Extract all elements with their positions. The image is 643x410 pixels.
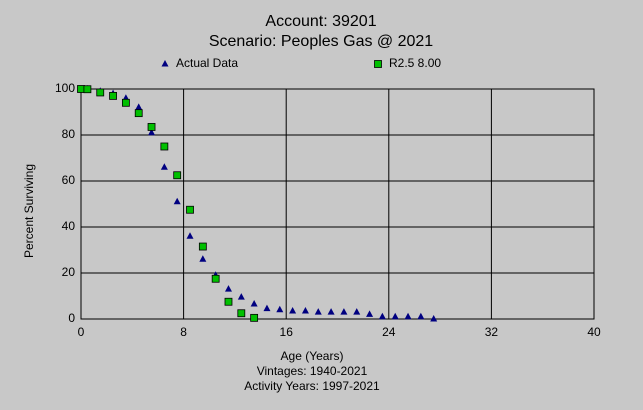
- data-point: [378, 312, 386, 320]
- x-tick-label: 0: [78, 325, 85, 339]
- data-point: [276, 305, 284, 313]
- x-tick-label: 40: [587, 325, 601, 339]
- data-point: [147, 123, 156, 131]
- x-tick-label: 16: [280, 325, 294, 339]
- y-tick-label: 20: [62, 265, 76, 279]
- y-tick-label: 100: [55, 81, 75, 95]
- plot-border: [80, 88, 595, 320]
- data-point: [134, 109, 143, 118]
- data-point: [173, 197, 181, 205]
- data-point: [77, 85, 85, 93]
- y-axis-label: Percent Surviving: [22, 164, 36, 258]
- data-point: [250, 300, 258, 307]
- data-point: [109, 92, 117, 100]
- x-axis-label: Age (Years): [281, 349, 344, 363]
- data-point: [186, 205, 194, 214]
- y-tick-label: 80: [62, 127, 76, 141]
- data-point: [224, 297, 233, 306]
- note: Activity Years: 1997-2021: [244, 379, 380, 393]
- data-point: [160, 142, 169, 151]
- data-point: [198, 242, 207, 251]
- data-point: [83, 85, 92, 94]
- data-point: [327, 308, 335, 315]
- chart-subtitle: Scenario: Peoples Gas @ 2021: [209, 33, 433, 50]
- data-point: [404, 312, 412, 320]
- legend-marker: [161, 60, 169, 67]
- data-point: [237, 293, 245, 300]
- data-point: [430, 315, 438, 322]
- legend-label: R2.5 8.00: [389, 56, 441, 70]
- y-tick-label: 40: [62, 219, 76, 233]
- data-point: [289, 306, 297, 314]
- data-point: [237, 309, 246, 318]
- data-point: [263, 304, 271, 312]
- data-point: [391, 312, 399, 320]
- x-tick-label: 32: [485, 325, 499, 339]
- data-point: [366, 310, 374, 317]
- data-point: [96, 88, 105, 97]
- legend-label: Actual Data: [176, 56, 238, 70]
- data-point: [417, 312, 425, 320]
- x-tick-label: 24: [382, 325, 396, 339]
- y-tick-label: 0: [68, 311, 75, 325]
- data-point: [135, 103, 143, 110]
- data-point: [340, 308, 348, 315]
- data-point: [301, 306, 309, 314]
- data-point: [199, 255, 207, 262]
- data-point: [314, 308, 322, 315]
- x-tick-label: 8: [180, 325, 187, 339]
- y-tick-label: 60: [62, 173, 76, 187]
- note: Vintages: 1940-2021: [257, 364, 368, 378]
- legend-marker: [374, 60, 382, 68]
- data-point: [224, 285, 232, 292]
- data-point: [148, 128, 156, 136]
- data-point: [121, 98, 130, 107]
- chart-title: Account: 39201: [265, 13, 376, 30]
- data-point: [211, 274, 220, 283]
- data-point: [250, 313, 259, 322]
- data-point: [353, 308, 361, 315]
- data-point: [173, 171, 182, 180]
- data-point: [186, 232, 194, 239]
- data-point: [160, 163, 168, 170]
